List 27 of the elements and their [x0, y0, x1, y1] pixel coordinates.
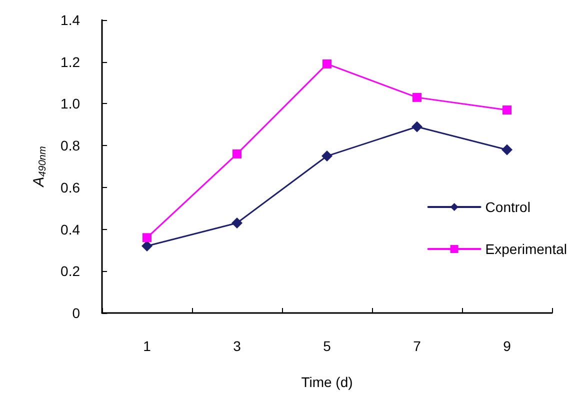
- point: [232, 149, 242, 158]
- y-tick-label: 1.2: [60, 54, 80, 70]
- legend-label: Control: [485, 199, 530, 215]
- x-tick-label: 3: [233, 338, 242, 354]
- y-tick-label: 0.2: [60, 263, 80, 280]
- x-tick-label: 5: [323, 338, 332, 354]
- point: [322, 59, 332, 68]
- legend-label: Experimental: [485, 241, 567, 257]
- y-tick-label: 0.4: [60, 221, 80, 238]
- y-axis-title: A490nm: [30, 146, 48, 188]
- point: [142, 233, 152, 242]
- x-axis-title: Time (d): [301, 374, 353, 390]
- x-tick-label: 7: [413, 338, 422, 354]
- y-tick-label: 0.6: [60, 179, 80, 196]
- y-tick-label: 0: [72, 305, 80, 321]
- point: [502, 105, 512, 114]
- x-tick-label: 1: [143, 338, 152, 354]
- point: [232, 218, 242, 229]
- point: [322, 150, 332, 162]
- y-tick-label: 0.8: [60, 138, 80, 154]
- point: [412, 92, 422, 102]
- point: [502, 144, 512, 156]
- x-tick-label: 9: [503, 338, 512, 354]
- y-tick-label: 1.4: [60, 12, 80, 28]
- point: [142, 240, 152, 252]
- point: [412, 121, 422, 132]
- y-tick-label: 1.0: [60, 96, 80, 112]
